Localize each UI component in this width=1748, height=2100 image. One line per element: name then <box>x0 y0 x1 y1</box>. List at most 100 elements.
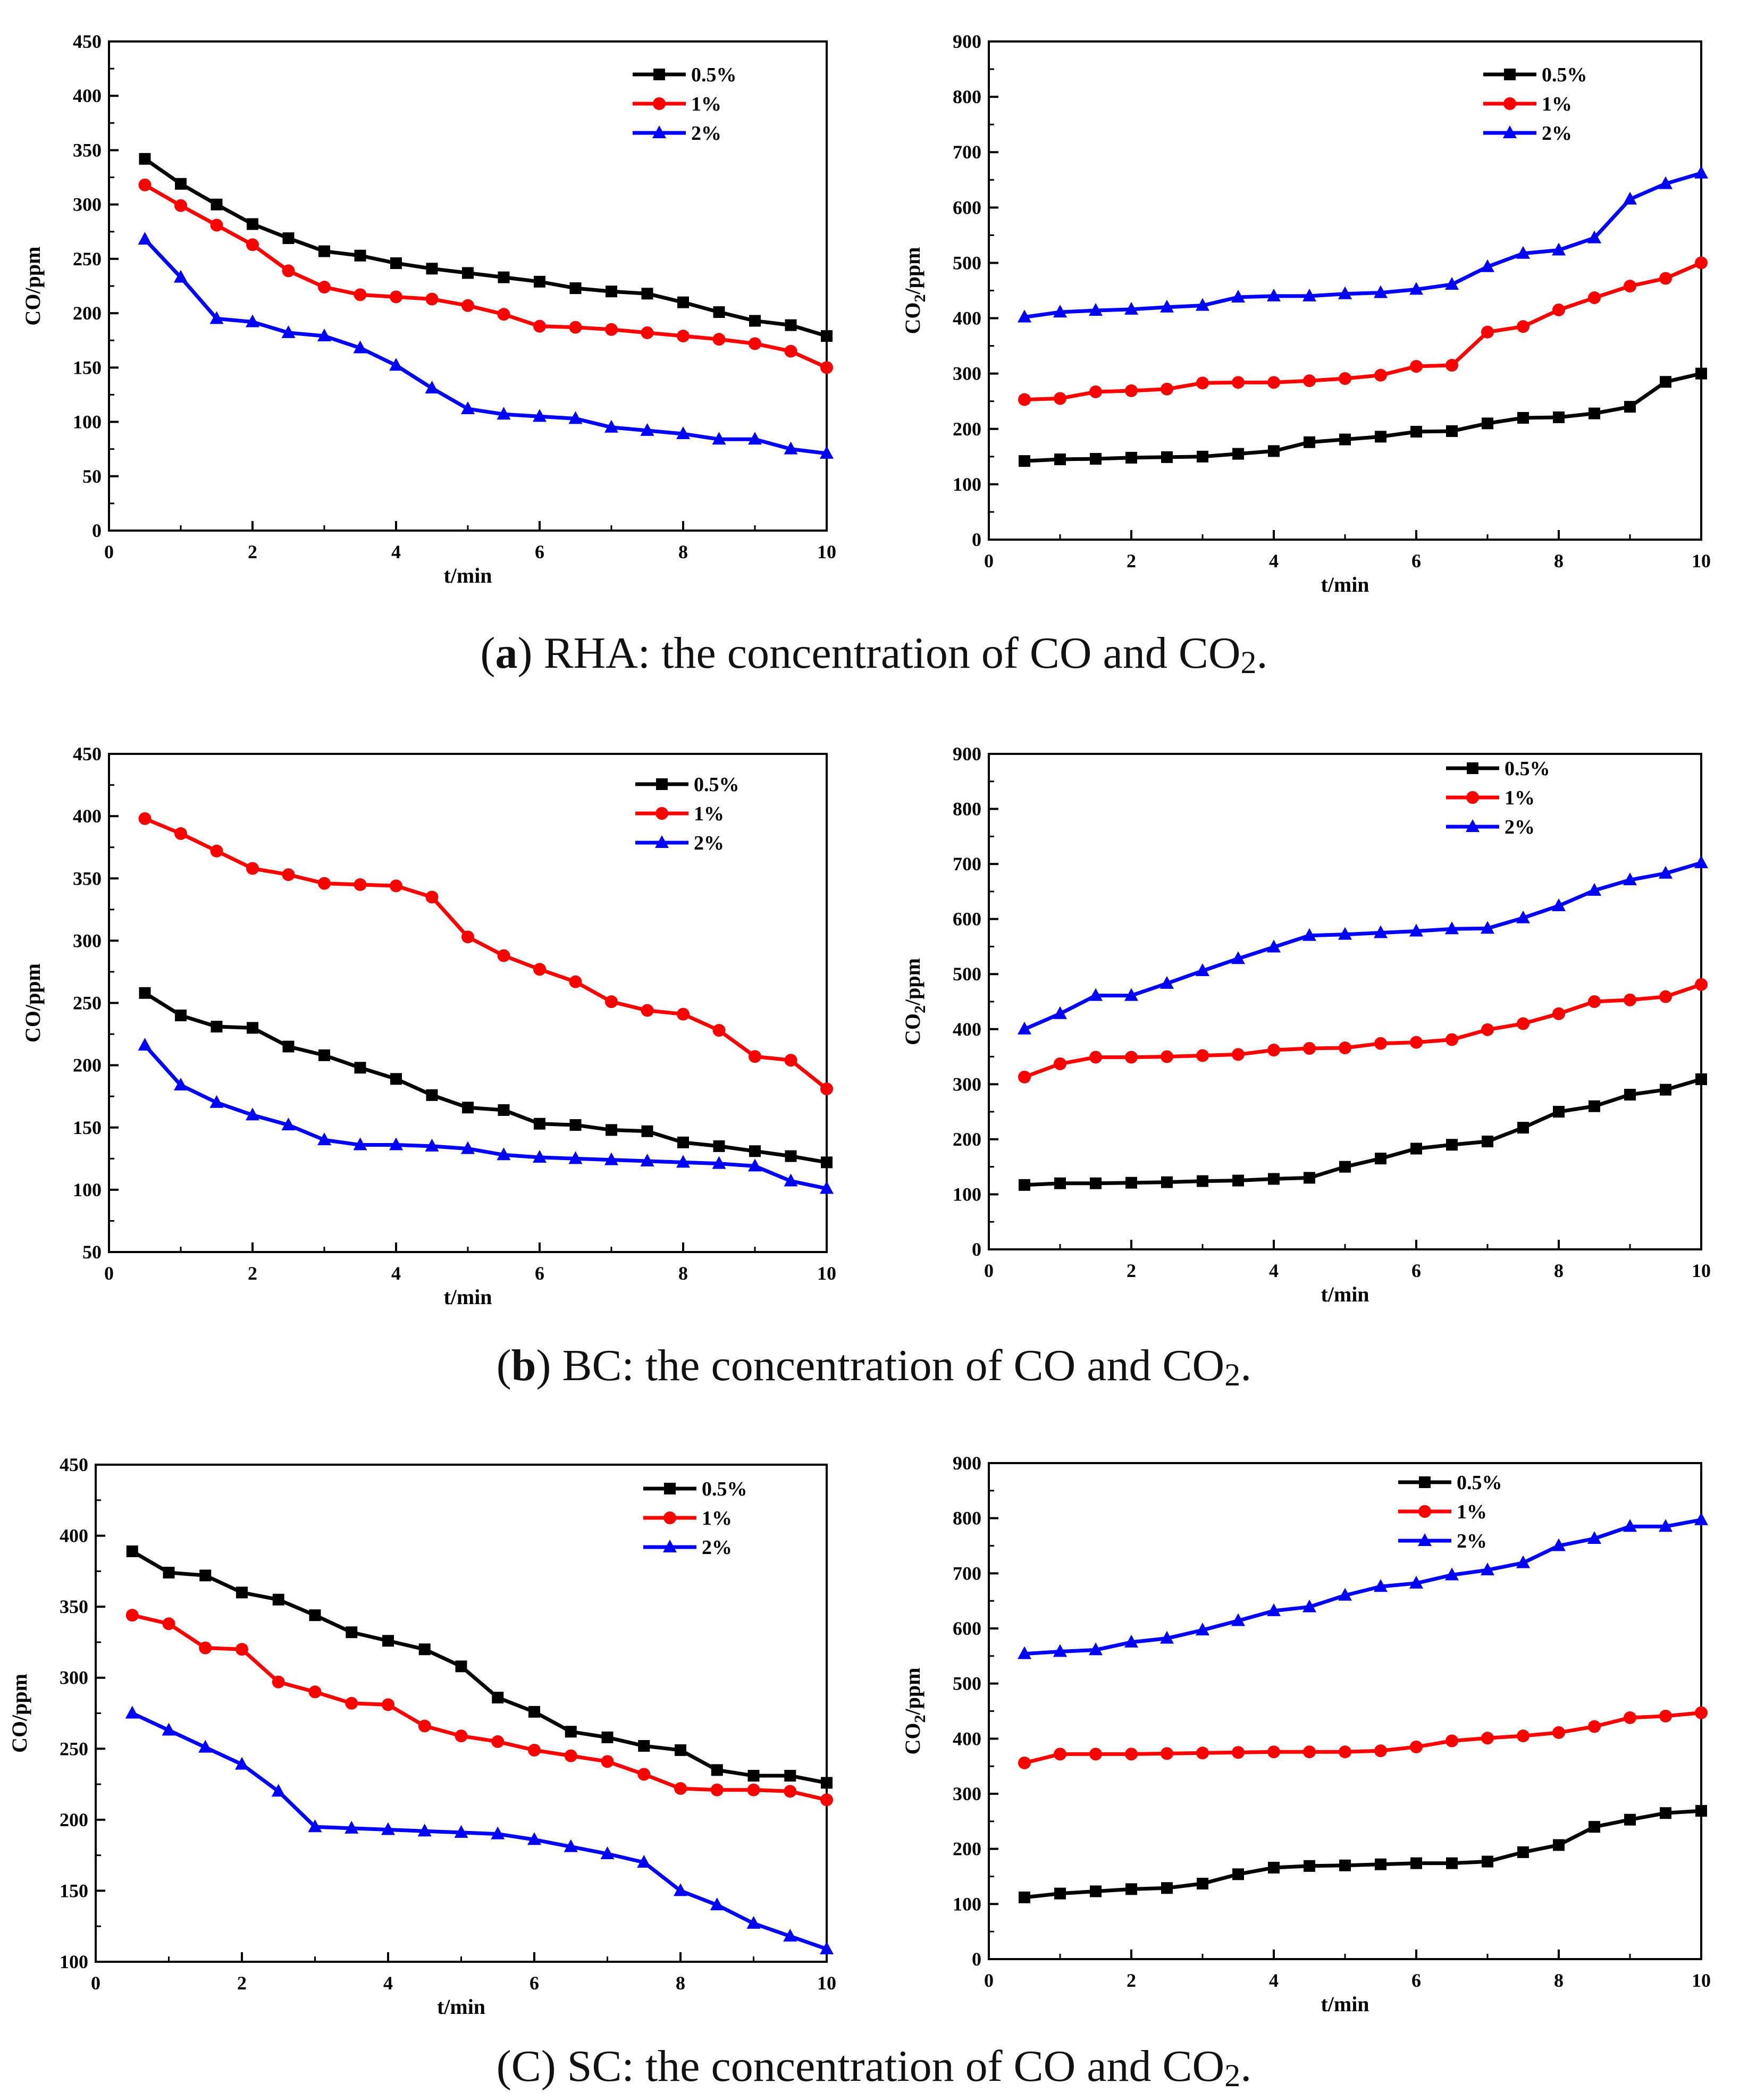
chart-c-co: 0 2 4 6 8 10 100 150 200 250 300 350 400 450 t/min CO/p… <box>7 1454 836 2019</box>
data-point <box>138 1038 152 1051</box>
y-axis-label-end: /ppm <box>901 1668 925 1716</box>
data-point <box>1624 1813 1636 1826</box>
caption-b-end: . <box>1240 1341 1252 1390</box>
y-tick-label: 300 <box>953 363 981 384</box>
legend-marker <box>1504 69 1516 80</box>
data-point <box>1659 272 1672 285</box>
series-line <box>1024 261 1702 402</box>
data-point <box>820 446 834 459</box>
y-tick-label: 250 <box>73 993 102 1014</box>
data-point <box>1125 1177 1137 1189</box>
data-point <box>1624 401 1636 413</box>
data-point <box>308 1819 322 1833</box>
data-point <box>1019 1891 1030 1903</box>
data-point <box>1587 230 1601 243</box>
y-tick-label: 500 <box>953 963 981 985</box>
series-0.5% <box>1019 1073 1707 1191</box>
data-point <box>637 1855 651 1868</box>
data-point <box>747 1783 760 1796</box>
data-point <box>784 441 798 455</box>
x-axis-label: t/min <box>443 564 492 587</box>
data-point <box>211 198 223 211</box>
caption-b-text: BC: the concentration of CO and CO <box>562 1341 1225 1390</box>
data-point <box>425 292 439 306</box>
legend-marker <box>1418 1533 1432 1546</box>
series-line <box>1024 171 1702 319</box>
series-1% <box>1018 978 1708 1083</box>
data-point <box>533 409 547 422</box>
data-point <box>125 1609 139 1622</box>
y-tick-label: 200 <box>73 303 102 324</box>
data-point <box>1552 898 1566 911</box>
legend-label: 1% <box>694 803 724 825</box>
x-tick-label: 4 <box>391 541 401 562</box>
data-point <box>236 1586 248 1599</box>
data-point <box>677 1007 690 1021</box>
data-point <box>317 329 331 342</box>
data-point <box>564 1749 577 1762</box>
data-point <box>1446 1033 1458 1046</box>
data-point <box>1090 452 1102 465</box>
data-point <box>1409 923 1423 937</box>
y-tick-label: 400 <box>953 308 981 329</box>
data-point <box>1375 431 1386 443</box>
data-point <box>1160 976 1174 989</box>
x-tick-label: 8 <box>1554 550 1564 572</box>
data-point <box>382 1698 394 1711</box>
data-point <box>354 288 367 301</box>
data-point <box>1517 320 1530 333</box>
data-point <box>1553 1106 1565 1118</box>
data-point <box>1374 1579 1388 1592</box>
y-tick-label: 200 <box>73 1055 102 1076</box>
data-point <box>1267 1044 1280 1057</box>
series-2% <box>138 1038 834 1194</box>
data-point <box>1516 910 1530 923</box>
data-point <box>390 290 402 304</box>
data-point <box>564 1839 578 1852</box>
data-point <box>1267 1745 1280 1759</box>
data-point <box>461 401 475 415</box>
series-2% <box>1018 855 1708 1035</box>
series-1% <box>125 1609 833 1807</box>
data-point <box>1090 1885 1102 1897</box>
data-point <box>139 153 151 165</box>
data-point <box>601 1755 614 1768</box>
data-point <box>534 1118 545 1130</box>
data-point <box>605 323 618 336</box>
y-tick-label: 100 <box>953 474 981 495</box>
data-point <box>1516 246 1530 259</box>
data-point <box>569 282 582 295</box>
x-tick-label: 8 <box>676 1972 685 1994</box>
data-point <box>210 844 223 858</box>
y-tick-label: 450 <box>60 1454 88 1475</box>
data-point <box>1125 451 1137 464</box>
data-point <box>174 270 188 283</box>
data-point <box>1197 1175 1208 1187</box>
data-point <box>353 1137 367 1150</box>
x-tick-label: 10 <box>817 1263 836 1284</box>
data-point <box>1125 1748 1138 1761</box>
data-point <box>1302 928 1316 941</box>
data-point <box>1552 1007 1565 1020</box>
data-point <box>1267 939 1281 953</box>
data-point <box>820 361 833 374</box>
legend-marker <box>1467 762 1478 774</box>
data-point <box>784 1173 798 1187</box>
data-point <box>1231 951 1245 964</box>
x-tick-label: 4 <box>1269 1260 1279 1281</box>
y-tick-label: 400 <box>60 1525 88 1547</box>
data-point <box>1267 1603 1281 1616</box>
data-point <box>710 1897 724 1911</box>
data-point <box>783 1928 797 1942</box>
data-point <box>1232 376 1245 389</box>
data-point <box>390 1073 402 1085</box>
data-point <box>1339 433 1351 446</box>
y-tick-label: 350 <box>73 139 102 161</box>
legend-marker <box>652 125 666 138</box>
y-tick-label: 450 <box>73 743 102 765</box>
data-point <box>1090 1177 1102 1189</box>
data-point <box>1482 417 1493 430</box>
legend-marker <box>653 97 666 110</box>
legend-label: 1% <box>1542 93 1572 115</box>
caption-c-text: SC: the concentration of CO and CO <box>567 2042 1225 2091</box>
